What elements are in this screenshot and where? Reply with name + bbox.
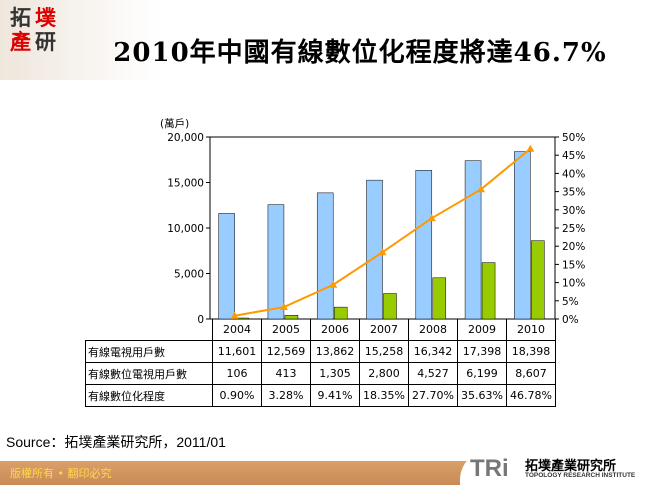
bar-cable-tv-users bbox=[415, 170, 433, 320]
bar-cable-tv-users bbox=[514, 151, 531, 320]
bar-digital-cable-users bbox=[383, 293, 397, 320]
line-marker bbox=[477, 185, 486, 193]
org-name-en: TOPOLOGY RESEARCH INSTITUTE bbox=[525, 472, 636, 479]
table-cell: 1,305 bbox=[310, 362, 360, 385]
year-label: 2010 bbox=[506, 319, 556, 341]
line-marker bbox=[279, 303, 288, 311]
tri-logo: TRi bbox=[470, 455, 509, 483]
table-cell: 0.90% bbox=[212, 384, 262, 407]
table-cell: 6,199 bbox=[457, 362, 507, 385]
y2-tick-label: 35% bbox=[562, 187, 585, 199]
year-label: 2005 bbox=[261, 319, 311, 341]
year-label: 2006 bbox=[310, 319, 360, 341]
table-cell: 413 bbox=[261, 362, 311, 385]
table-cell: 3.28% bbox=[261, 384, 311, 407]
year-label: 2007 bbox=[359, 319, 409, 341]
line-marker bbox=[329, 280, 338, 288]
table-cell: 106 bbox=[212, 362, 262, 385]
tri-logo-text: TRi bbox=[470, 455, 509, 482]
bar-cable-tv-users bbox=[464, 160, 482, 320]
bar-digital-cable-users bbox=[531, 240, 545, 320]
bar-cable-tv-users bbox=[316, 192, 334, 320]
y2-tick-label: 40% bbox=[562, 168, 585, 180]
bar-digital-cable-users bbox=[481, 262, 496, 320]
row-label: 有線電視用戶數 bbox=[85, 340, 213, 363]
copyright-text: 版權所有 • 翻印必究 bbox=[10, 467, 112, 480]
bar-cable-tv-users bbox=[366, 179, 383, 320]
table-cell: 2,800 bbox=[359, 362, 409, 385]
line-marker bbox=[526, 144, 535, 152]
table-cell: 9.41% bbox=[310, 384, 360, 407]
y2-tick-label: 20% bbox=[562, 241, 585, 253]
line-marker bbox=[230, 311, 239, 319]
table-cell: 11,601 bbox=[212, 340, 262, 363]
table-corner bbox=[86, 319, 213, 341]
table-cell: 12,569 bbox=[261, 340, 311, 363]
row-label: 有線數位電視用戶數 bbox=[85, 362, 213, 385]
logo-char: 產 bbox=[10, 30, 31, 54]
table-row: 有線電視用戶數 11,601 12,569 13,862 15,258 16,342 17,… bbox=[85, 340, 556, 363]
logo-char: 拓 bbox=[10, 6, 31, 30]
footer-logo-bg bbox=[460, 450, 650, 485]
bar-digital-cable-users bbox=[333, 306, 348, 320]
row-label: 有線數位化程度 bbox=[85, 384, 213, 407]
table-cell: 15,258 bbox=[359, 340, 409, 363]
table-cell: 4,527 bbox=[408, 362, 458, 385]
table-cell: 35.63% bbox=[457, 384, 507, 407]
tri-logo-mark: 拓墣產研 bbox=[8, 6, 60, 56]
combo-chart: 0 5,000 10,000 15,000 20,000 0% 5% 10% 15% 20% 25%… bbox=[160, 117, 585, 326]
line-marker bbox=[427, 214, 436, 222]
table-cell: 17,398 bbox=[457, 340, 507, 363]
table-row: 有線數位化程度 0.90% 3.28% 9.41% 18.35% 27.70% 35.63%… bbox=[85, 384, 556, 407]
logo-char: 研 bbox=[35, 30, 56, 54]
y-tick-label: 5,000 bbox=[174, 269, 204, 281]
org-name-zh: 拓墣產業研究所 bbox=[525, 459, 617, 474]
bar-cable-tv-users bbox=[218, 213, 235, 320]
logo-char: 墣 bbox=[35, 6, 56, 30]
table-row: 有線數位電視用戶數 106 413 1,305 2,800 4,527 6,199 8,607 bbox=[85, 362, 556, 385]
table-cell: 16,342 bbox=[408, 340, 458, 363]
y2-tick-label: 10% bbox=[562, 278, 585, 290]
table-cell: 18,398 bbox=[506, 340, 556, 363]
year-label: 2008 bbox=[408, 319, 458, 341]
y2-tick-label: 45% bbox=[562, 150, 585, 162]
line-marker bbox=[378, 248, 387, 256]
bar-digital-cable-users bbox=[284, 314, 299, 320]
table-cell: 27.70% bbox=[408, 384, 458, 407]
y2-tick-label: 25% bbox=[562, 223, 585, 235]
y-tick-label: 10,000 bbox=[167, 223, 204, 235]
y2-tick-label: 5% bbox=[562, 296, 579, 308]
table-header-row: 2004 2005 2006 2007 2008 2009 2010 bbox=[86, 319, 556, 341]
data-table: 2004 2005 2006 2007 2008 2009 2010 有線電視用戶數 11,60… bbox=[85, 319, 556, 407]
bar-cable-tv-users bbox=[267, 204, 285, 320]
table-cell: 18.35% bbox=[359, 384, 409, 407]
y2-tick-label: 15% bbox=[562, 259, 585, 271]
y2-tick-label: 0% bbox=[562, 314, 579, 326]
table-cell: 8,607 bbox=[506, 362, 556, 385]
page-title: 2010年中國有線數位化程度將達46.7% bbox=[113, 38, 607, 68]
table-cell: 46.78% bbox=[506, 384, 556, 407]
y-tick-label: 15,000 bbox=[167, 178, 204, 190]
background-map bbox=[0, 0, 160, 80]
y-tick-label: 0 bbox=[197, 314, 204, 326]
bar-digital-cable-users bbox=[432, 277, 447, 320]
source-note: Source：拓墣產業研究所，2011/01 bbox=[6, 434, 226, 450]
table-cell: 13,862 bbox=[310, 340, 360, 363]
year-label: 2009 bbox=[457, 319, 507, 341]
y2-tick-label: 30% bbox=[562, 205, 585, 217]
y2-tick-label: 50% bbox=[562, 132, 585, 144]
y-axis-label: (萬戶) bbox=[160, 117, 189, 130]
y-tick-label: 20,000 bbox=[167, 132, 204, 144]
year-label: 2004 bbox=[212, 319, 262, 341]
